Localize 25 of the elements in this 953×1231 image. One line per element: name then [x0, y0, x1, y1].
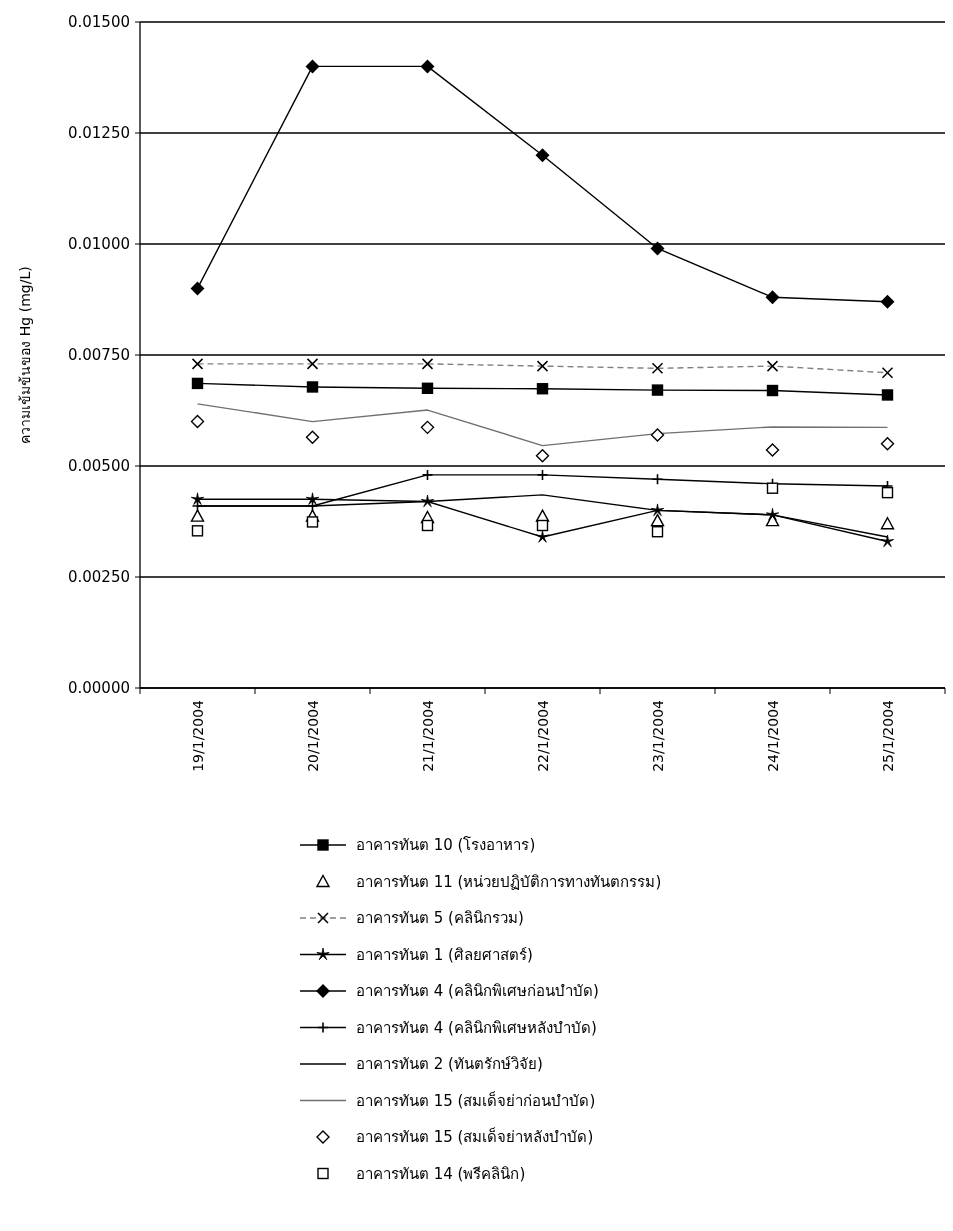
y-tick-label: 0.00250 — [67, 568, 130, 586]
legend-label: อาคารทันต 1 (ศิลยศาสตร์) — [356, 945, 533, 964]
y-tick-label: 0.00000 — [67, 679, 130, 697]
legend-label: อาคารทันต 2 (ทันตรักษ์วิจัย) — [356, 1055, 543, 1073]
x-tick-label: 23/1/2004 — [649, 699, 666, 772]
x-tick-label: 19/1/2004 — [189, 699, 206, 772]
x-tick-label: 24/1/2004 — [764, 699, 781, 772]
y-axis-title: ความเข้มข้นของ Hg (mg/L) — [17, 266, 33, 444]
x-tick-label: 25/1/2004 — [879, 699, 896, 772]
x-tick-label: 20/1/2004 — [304, 699, 321, 772]
legend-label: อาคารทันต 4 (คลินิกพิเศษหลังบำบัด) — [356, 1018, 597, 1037]
legend-label: อาคารทันต 14 (พรีคลินิก) — [356, 1164, 526, 1183]
legend-label: อาคารทันต 15 (สมเด็จย่าก่อนบำบัด) — [356, 1090, 596, 1110]
y-tick-label: 0.00750 — [67, 346, 130, 364]
y-tick-label: 0.01000 — [67, 235, 130, 253]
y-tick-label: 0.00500 — [67, 457, 130, 475]
legend-label: อาคารทันต 10 (โรงอาหาร) — [356, 836, 536, 854]
legend-label: อาคารทันต 4 (คลินิกพิเศษก่อนบำบัด) — [356, 982, 599, 1000]
x-tick-label: 22/1/2004 — [534, 699, 551, 772]
legend-label: อาคารทันต 11 (หน่วยปฏิบัติการทางทันตกรรม) — [356, 872, 662, 891]
y-tick-label: 0.01500 — [67, 13, 130, 31]
x-tick-label: 21/1/2004 — [419, 699, 436, 772]
y-tick-label: 0.01250 — [67, 124, 130, 142]
legend-label: อาคารทันต 15 (สมเด็จย่าหลังบำบัด) — [356, 1127, 594, 1146]
legend-label: อาคารทันต 5 (คลินิกรวม) — [356, 909, 524, 927]
